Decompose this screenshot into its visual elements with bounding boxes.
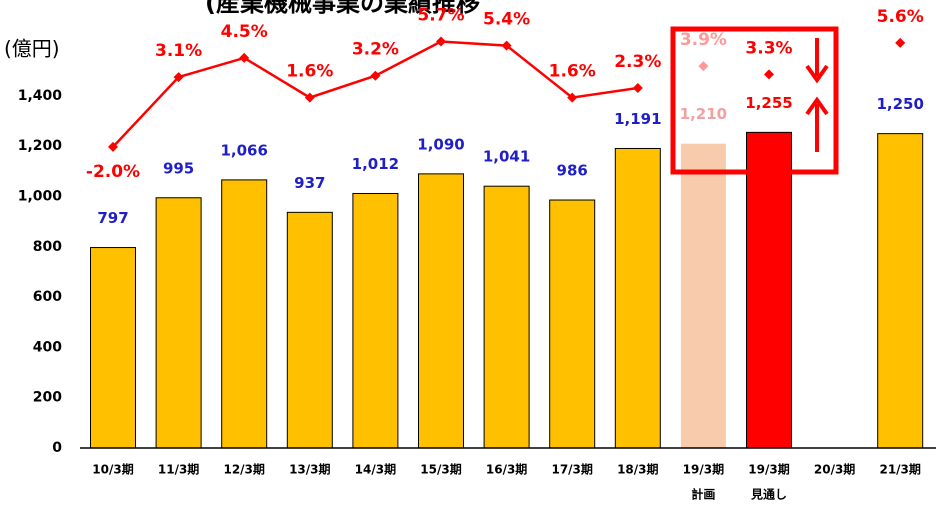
- arrow-up-head: [805, 96, 829, 116]
- bar-value-label: 986: [557, 162, 588, 180]
- arrow-down-head: [805, 64, 829, 84]
- highlight-box: [670, 26, 839, 175]
- x-tick-label: 13/3期: [289, 462, 330, 477]
- line-marker: [567, 92, 578, 103]
- x-tick-label: 19/3期: [683, 462, 724, 477]
- line-value-label: -2.0%: [86, 162, 140, 182]
- bar-value-label: 1,090: [417, 135, 464, 153]
- line-value-label: 3.2%: [352, 40, 399, 60]
- bar-value-label: 995: [163, 159, 194, 177]
- bar: [221, 179, 268, 449]
- line-value-label: 2.3%: [614, 52, 661, 72]
- x-tick-label: 16/3期: [486, 462, 527, 477]
- y-tick-label: 1,200: [18, 138, 63, 154]
- x-tick-label: 21/3期: [879, 462, 920, 477]
- y-tick-label: 0: [52, 440, 62, 456]
- y-tick-label: 600: [33, 289, 62, 305]
- bar-value-label: 1,191: [614, 110, 661, 128]
- bar: [614, 147, 661, 449]
- line-value-label: 3.3%: [745, 38, 792, 58]
- line-marker: [108, 141, 118, 152]
- y-tick-label: 1,400: [18, 88, 63, 104]
- line-value-label: 1.6%: [549, 62, 596, 82]
- x-tick-label: 20/3期: [814, 462, 855, 477]
- y-axis-label: (億円): [4, 37, 60, 61]
- line-value-label: 5.6%: [877, 7, 924, 27]
- line-marker: [173, 72, 184, 83]
- bar-value-label: 1,066: [220, 141, 267, 159]
- bar: [286, 211, 333, 449]
- bar: [746, 131, 792, 449]
- bar-value-label: 1,041: [483, 148, 530, 166]
- bar: [90, 247, 136, 449]
- line-marker: [304, 92, 315, 103]
- bar: [549, 199, 596, 449]
- x-tick-label: 10/3期: [92, 462, 133, 477]
- line-value-label: 5.4%: [483, 10, 530, 30]
- bar-value-label: 937: [294, 174, 325, 192]
- x-tick-sublabel: 計画: [691, 487, 715, 502]
- x-tick-label: 11/3期: [158, 462, 199, 477]
- line-value-label: 5.7%: [417, 5, 464, 25]
- line-marker: [370, 70, 381, 81]
- line-value-label: 1.6%: [286, 62, 333, 82]
- bar: [680, 143, 726, 448]
- x-tick-label: 12/3期: [223, 462, 264, 477]
- bar: [418, 173, 464, 449]
- bar: [155, 197, 202, 449]
- line-value-label: 3.1%: [155, 41, 202, 61]
- bar-value-label: 797: [97, 209, 128, 227]
- line-marker: [239, 52, 250, 63]
- line-marker: [895, 37, 906, 48]
- line-value-label: 4.5%: [221, 22, 268, 42]
- line-marker: [632, 83, 643, 94]
- x-tick-sublabel: 見通し: [750, 487, 787, 502]
- x-tick-label: 15/3期: [420, 462, 461, 477]
- line-marker: [436, 36, 446, 47]
- bar: [352, 192, 399, 449]
- x-tick-label: 18/3期: [617, 462, 658, 477]
- x-tick-label: 14/3期: [355, 462, 396, 477]
- line-marker: [501, 40, 512, 51]
- bar-value-label: 1,250: [876, 95, 923, 113]
- y-tick-label: 1,000: [18, 189, 63, 205]
- line-marker: [698, 61, 709, 72]
- x-tick-label: 17/3期: [551, 462, 592, 477]
- x-tick-label: 19/3期: [748, 462, 789, 477]
- bar: [877, 133, 924, 449]
- line-value-label: 3.9%: [680, 30, 727, 50]
- y-tick-label: 800: [33, 239, 62, 255]
- y-tick-label: 200: [33, 390, 62, 406]
- chart-title: (産業機械事業の業績推移: [205, 0, 480, 17]
- annotation: [670, 26, 839, 175]
- y-tick-label: 400: [33, 339, 62, 355]
- bar: [483, 185, 530, 449]
- line-marker: [764, 69, 774, 80]
- bar-value-label: 1,210: [680, 105, 727, 123]
- bar-value-label: 1,255: [745, 94, 792, 112]
- bar-value-label: 1,012: [352, 155, 399, 173]
